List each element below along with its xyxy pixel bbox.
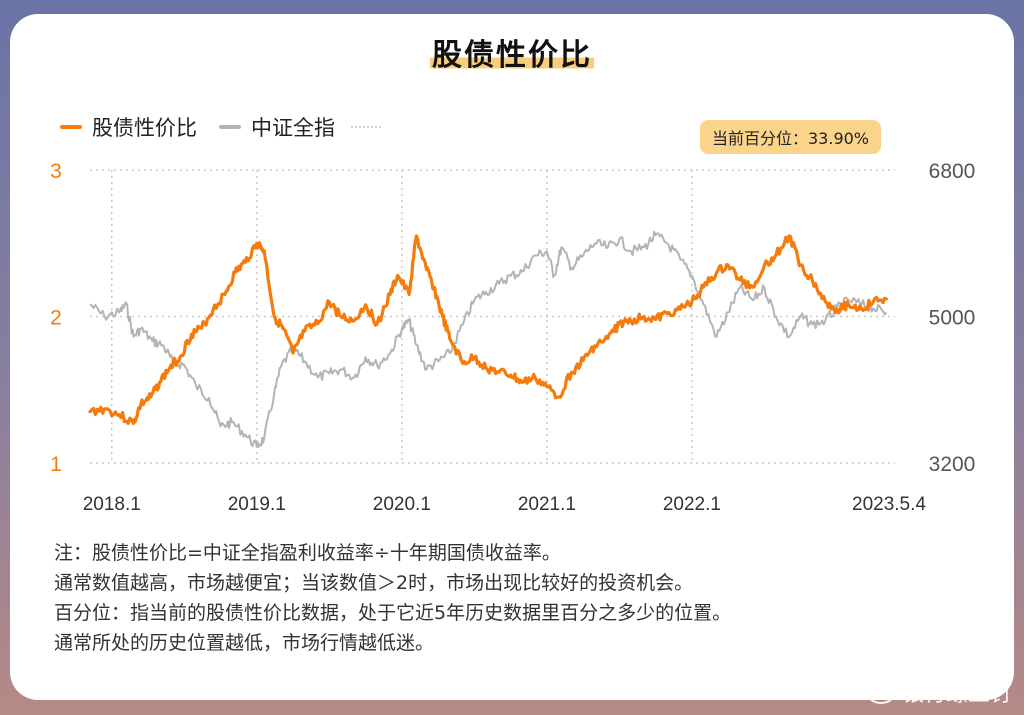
legend-dotted-line bbox=[351, 126, 381, 128]
legend-swatch-series1 bbox=[60, 125, 82, 129]
x-tick-label-3: 2021.1 bbox=[518, 494, 576, 515]
legend-label-series1: 股债性价比 bbox=[92, 116, 197, 140]
x-tick-label-1: 2019.1 bbox=[228, 494, 286, 515]
legend: 股债性价比 中证全指 bbox=[60, 112, 381, 142]
y-right-tick-label-2: 6800 bbox=[929, 160, 976, 183]
watermark-text: 银行螺丝钉 bbox=[901, 682, 1012, 707]
notes: 注：股债性价比=中证全指盈利收益率÷十年期国债收益率。 通常数值越高，市场越便宜… bbox=[54, 538, 731, 658]
note-line-2: 通常数值越高，市场越便宜；当该数值＞2时，市场出现比较好的投资机会。 bbox=[54, 572, 694, 594]
x-tick-label-5: 2023.5.4 bbox=[852, 494, 926, 515]
y-right-tick-label-1: 5000 bbox=[929, 307, 976, 330]
chart-title: 股债性价比 bbox=[430, 30, 594, 74]
y-left-tick-label-1: 2 bbox=[50, 307, 62, 330]
legend-item-series2: 中证全指 bbox=[219, 112, 335, 142]
note-line-1: 注：股债性价比=中证全指盈利收益率÷十年期国债收益率。 bbox=[54, 542, 561, 564]
y-left-tick-label-0: 1 bbox=[50, 453, 62, 476]
note-line-4: 通常所处的历史位置越低，市场行情越低迷。 bbox=[54, 632, 435, 654]
x-tick-label-4: 2022.1 bbox=[663, 494, 721, 515]
y-left-tick-label-2: 3 bbox=[50, 160, 62, 183]
weibo-logo-icon bbox=[865, 680, 896, 704]
series-line-zhongzheng bbox=[89, 230, 888, 448]
x-tick-label-2: 2020.1 bbox=[373, 494, 431, 515]
legend-swatch-series2 bbox=[219, 125, 241, 129]
y-right-tick-label-0: 3200 bbox=[929, 453, 976, 476]
legend-label-series2: 中证全指 bbox=[251, 116, 335, 140]
series-line-guzhai bbox=[88, 234, 888, 425]
note-line-3: 百分位：指当前的股债性价比数据，处于它近5年历史数据里百分之多少的位置。 bbox=[54, 602, 732, 624]
legend-item-series1: 股债性价比 bbox=[60, 112, 197, 142]
watermark: 银行螺丝钉 bbox=[865, 676, 1012, 708]
percentile-badge: 当前百分位：33.90% bbox=[700, 120, 882, 154]
title-wrap: 股债性价比 bbox=[0, 30, 1024, 74]
x-tick-label-0: 2018.1 bbox=[83, 494, 141, 515]
